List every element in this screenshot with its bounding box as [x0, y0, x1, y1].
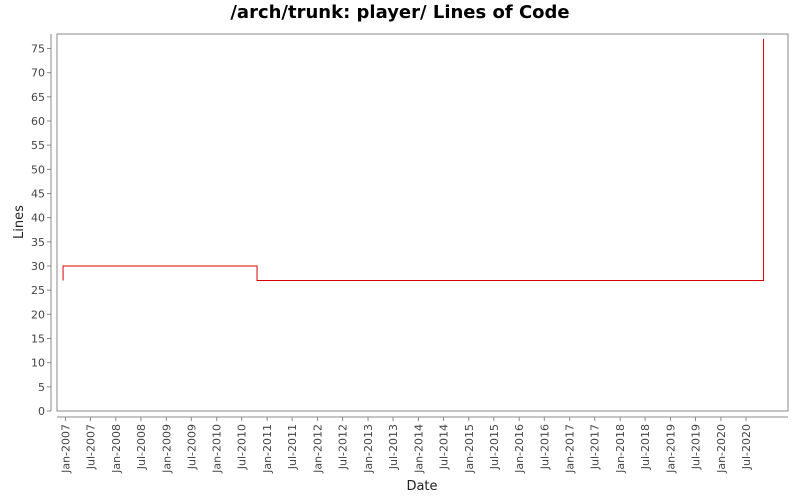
- y-tick-label: 75: [31, 43, 45, 56]
- x-tick-label: Jul-2019: [690, 424, 703, 470]
- y-tick-label: 30: [31, 260, 45, 273]
- y-tick-label: 65: [31, 91, 45, 104]
- x-tick-label: Jul-2015: [488, 424, 501, 470]
- y-tick-label: 35: [31, 236, 45, 249]
- y-axis-title: Lines: [12, 205, 27, 239]
- x-tick-label: Jan-2011: [261, 424, 274, 474]
- y-axis: 0 5 10 15 20 25 30 35 40 45 50 55 60 65 70 75: [31, 34, 52, 418]
- x-tick-label: Jul-2008: [135, 424, 148, 470]
- x-tick-label: Jul-2013: [387, 424, 400, 470]
- x-tick-label: Jan-2020: [715, 424, 728, 474]
- plot-area: [56, 33, 789, 412]
- x-tick-label: Jul-2020: [740, 424, 753, 470]
- chart-title: /arch/trunk: player/ Lines of Code: [230, 2, 570, 23]
- series-layer: [62, 38, 765, 281]
- y-tick-label: 60: [31, 115, 45, 128]
- x-tick-label: Jul-2014: [437, 424, 450, 470]
- y-tick-label: 55: [31, 139, 45, 152]
- x-tick-label: Jan-2007: [59, 424, 72, 474]
- x-tick-label: Jul-2018: [639, 424, 652, 470]
- x-tick-label: Jul-2010: [236, 424, 249, 470]
- y-tick-label: 15: [31, 333, 45, 346]
- x-tick-label: Jul-2007: [84, 424, 97, 470]
- x-tick-label: Jan-2014: [412, 424, 425, 474]
- plot-frame: [56, 33, 789, 412]
- y-tick-label: 40: [31, 212, 45, 225]
- x-tick-label: Jul-2009: [185, 424, 198, 470]
- y-tick-label: 20: [31, 308, 45, 321]
- y-tick-label: 5: [38, 381, 45, 394]
- x-tick-label: Jan-2016: [513, 424, 526, 474]
- x-axis: Jan-2007 Jul-2007 Jan-2008 Jul-2008 Jan-2009…: [57, 416, 788, 474]
- y-tick-label: 0: [38, 405, 45, 418]
- y-tick-label: 70: [31, 67, 45, 80]
- x-tick-label: Jan-2012: [312, 424, 325, 474]
- x-tick-label: Jul-2017: [589, 424, 602, 470]
- y-tick-label: 25: [31, 284, 45, 297]
- x-axis-title: Date: [406, 479, 437, 494]
- x-tick-label: Jan-2015: [463, 424, 476, 474]
- x-tick-label: Jul-2011: [286, 424, 299, 470]
- x-tick-label: Jan-2008: [110, 424, 123, 474]
- x-tick-label: Jan-2017: [564, 424, 577, 474]
- x-tick-label: Jan-2018: [614, 424, 627, 474]
- y-tick-label: 50: [31, 163, 45, 176]
- x-tick-label: Jan-2010: [211, 424, 224, 474]
- x-tick-label: Jan-2013: [362, 424, 375, 474]
- x-tick-label: Jul-2016: [538, 424, 551, 470]
- y-tick-label: 10: [31, 357, 45, 370]
- series-line: [62, 38, 765, 281]
- x-tick-label: Jan-2009: [160, 424, 173, 474]
- x-tick-label: Jul-2012: [337, 424, 350, 470]
- x-tick-label: Jan-2019: [665, 424, 678, 474]
- y-tick-label: 45: [31, 188, 45, 201]
